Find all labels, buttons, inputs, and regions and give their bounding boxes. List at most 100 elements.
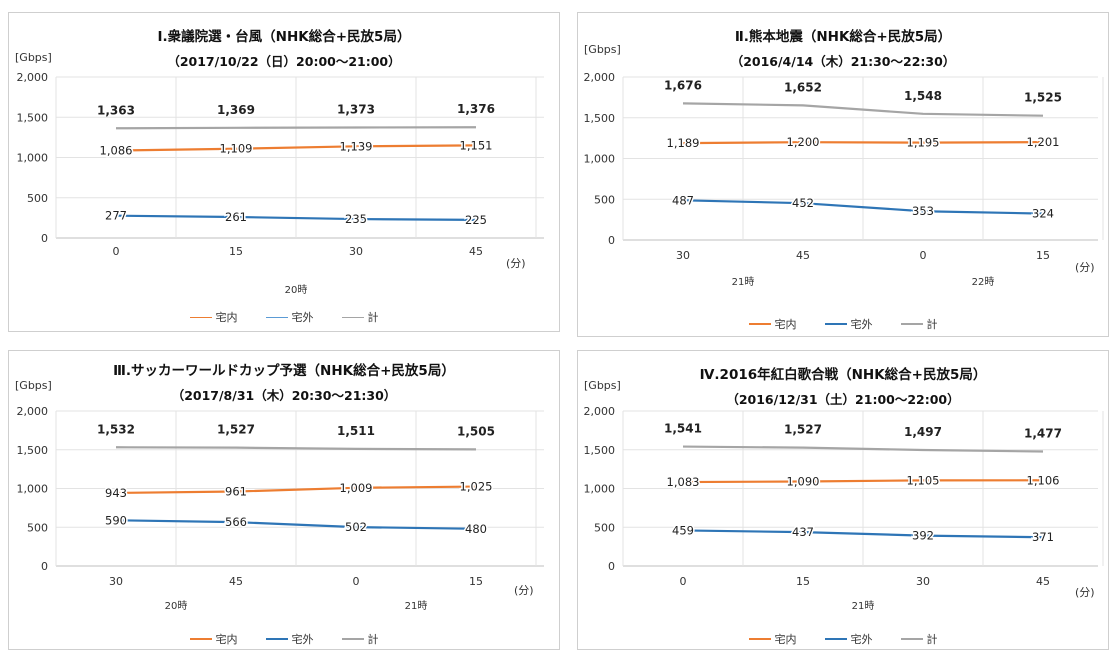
legend-item-outside: 宅外 [265,309,314,325]
legend-swatch-total [900,638,923,640]
line-chart-plot: 2,000 1,500 1,000 500 0 30 45 0 15 21時 22時 (分) 1,189… [584,71,1104,288]
chart-title: Ⅲ.サッカーワールドカップ予選（NHK総合+民放5局） [113,363,455,379]
x-axis-unit: (分) [514,584,534,597]
data-label-outside: 225 [465,213,487,227]
data-label-outside: 392 [912,529,934,543]
chart-panel-1: Ⅰ.衆議院選・台風（NHK総合+民放5局） （2017/10/22（日）20:0… [8,12,560,332]
legend-label-outside: 宅外 [850,633,873,646]
x-tick-label: 45 [796,249,810,262]
data-label-home: 1,200 [787,135,820,149]
data-label-outside: 277 [105,209,127,223]
y-axis-unit: [Gbps] [584,379,621,392]
legend-label-outside: 宅外 [291,633,314,646]
data-label-total: 1,373 [337,102,375,116]
line-chart-plot: 2,000 1,500 1,000 500 0 0 15 30 45 20時 (分) 1,086 1,1… [17,71,544,296]
line-chart-plot: 2,000 1,500 1,000 500 0 0 15 30 45 21時 (分) 1,083 1,0… [584,405,1104,612]
legend-label-total: 計 [926,318,938,331]
x-tick-label: 15 [229,245,243,258]
legend-swatch-outside [265,316,288,318]
data-label-home: 1,083 [667,475,700,489]
data-label-total: 1,652 [784,80,822,94]
data-label-outside: 480 [465,522,487,536]
legend-item-total: 計 [341,631,379,647]
chart-legend: 宅内 宅外 計 [9,631,559,647]
y-tick-label: 1,000 [584,153,616,166]
legend-label-total: 計 [926,633,938,646]
x-axis-unit: (分) [1075,586,1095,599]
data-label-home: 1,090 [787,475,820,489]
legend-swatch-outside [824,638,847,640]
y-tick-label: 2,000 [17,71,49,84]
legend-item-total: 計 [900,631,938,647]
y-tick-label: 1,000 [584,483,616,496]
data-label-home: 1,195 [907,136,940,150]
legend-item-home: 宅内 [748,316,797,332]
x-axis-unit: (分) [506,257,526,270]
legend-swatch-total [900,323,923,325]
x-tick-label: 30 [916,575,930,588]
legend-swatch-home [189,638,212,640]
chart-panel-2: Ⅱ.熊本地震（NHK総合+民放5局） （2016/4/14（木）21:30～22… [577,12,1109,337]
series-line-home [115,144,477,152]
series-line-home [115,485,477,495]
data-label-total: 1,511 [337,424,375,438]
series-line-total [682,445,1044,453]
y-axis-unit: [Gbps] [15,51,52,64]
y-axis-unit: [Gbps] [584,43,621,56]
data-label-total: 1,505 [457,424,495,438]
y-tick-label: 0 [608,234,615,247]
legend-item-outside: 宅外 [824,631,873,647]
data-label-home: 943 [105,486,127,500]
data-label-total: 1,376 [457,102,495,116]
data-label-outside: 437 [792,525,814,539]
x-tick-label: 15 [469,575,483,588]
chart-panel-4: Ⅳ.2016年紅白歌合戦（NHK総合+民放5局） （2016/12/31（土）2… [577,350,1109,650]
legend-label-outside: 宅外 [291,311,314,324]
x-tick-label: 30 [676,249,690,262]
series-line-home [682,141,1044,145]
chart-legend: 宅内 宅外 計 [578,316,1108,332]
y-tick-label: 1,000 [17,152,49,165]
y-tick-label: 1,500 [17,111,49,124]
x-tick-label: 30 [349,245,363,258]
x-tick-label: 30 [109,575,123,588]
data-label-total: 1,548 [904,89,942,103]
y-tick-label: 500 [27,192,48,205]
x-tick-label: 15 [1036,249,1050,262]
data-label-outside: 324 [1032,207,1054,221]
data-label-home: 1,151 [460,138,493,152]
series-line-outside [682,199,1044,215]
y-tick-label: 1,000 [17,483,49,496]
legend-label-home: 宅内 [774,318,797,331]
y-axis-unit: [Gbps] [15,379,52,392]
data-label-home: 1,139 [340,139,373,153]
y-tick-label: 500 [594,521,615,534]
x-tick-label: 15 [796,575,810,588]
legend-item-home: 宅内 [189,309,238,325]
data-label-home: 1,086 [100,144,133,158]
legend-label-home: 宅内 [215,311,238,324]
legend-swatch-home [189,316,212,318]
legend-item-total: 計 [900,316,938,332]
legend-item-home: 宅内 [189,631,238,647]
data-label-total: 1,527 [784,423,822,437]
x-group-label: 20時 [285,284,308,296]
x-axis-unit: (分) [1075,261,1095,274]
data-label-outside: 566 [225,515,247,529]
chart-title: Ⅱ.熊本地震（NHK総合+民放5局） [734,29,952,45]
chart-title: Ⅳ.2016年紅白歌合戦（NHK総合+民放5局） [699,367,987,383]
x-group-label: 20時 [165,600,188,612]
chart-subtitle: （2016/4/14（木）21:30～22:30） [730,54,956,69]
legend-label-home: 宅内 [215,633,238,646]
data-label-home: 1,106 [1027,473,1060,487]
legend-label-home: 宅内 [774,633,797,646]
x-group-label: 21時 [852,600,875,612]
data-label-outside: 590 [105,513,127,527]
data-label-home: 1,201 [1027,135,1060,149]
data-label-outside: 261 [225,210,247,224]
data-label-outside: 502 [345,520,367,534]
data-label-home: 1,009 [340,481,373,495]
series-line-outside [682,529,1044,539]
x-group-label: 22時 [972,276,995,288]
x-tick-label: 0 [113,245,120,258]
